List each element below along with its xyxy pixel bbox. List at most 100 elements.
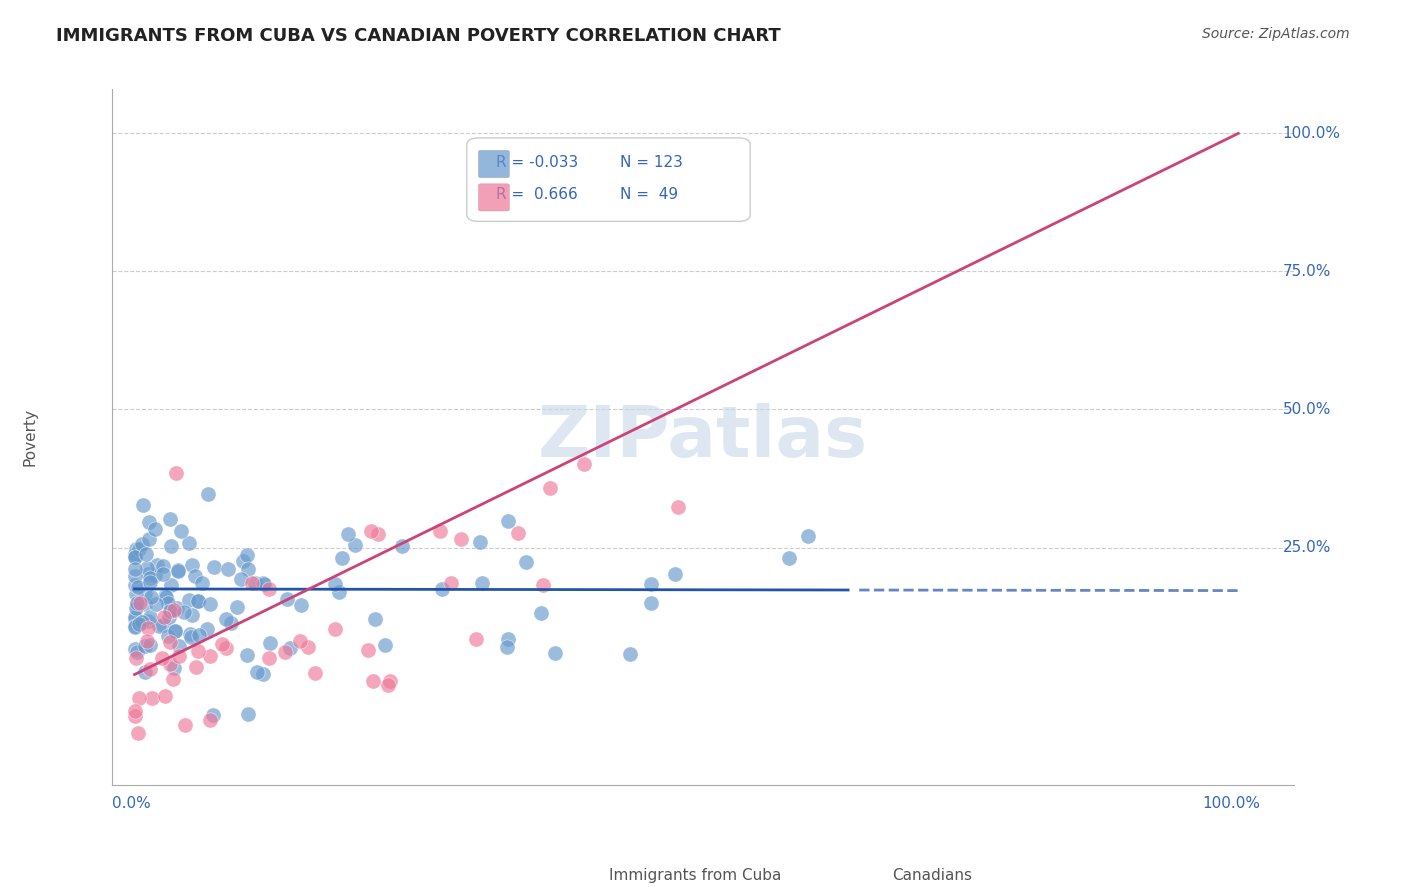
Point <box>124 562 146 576</box>
Point <box>138 515 160 529</box>
Point <box>240 575 263 590</box>
Point <box>139 571 162 585</box>
FancyBboxPatch shape <box>842 862 883 892</box>
Point <box>141 691 163 706</box>
Text: 25.0%: 25.0% <box>1282 540 1331 555</box>
Text: 100.0%: 100.0% <box>1202 796 1260 811</box>
Point <box>187 593 209 607</box>
Point <box>184 660 207 674</box>
Point <box>134 665 156 679</box>
Point <box>152 618 174 632</box>
Point <box>124 541 146 556</box>
Point <box>174 718 197 732</box>
Point <box>159 604 181 618</box>
Point <box>515 555 537 569</box>
Point <box>167 564 190 578</box>
Point <box>145 597 167 611</box>
Point <box>363 673 385 688</box>
Point <box>619 648 641 662</box>
Point <box>357 642 380 657</box>
Point <box>360 524 382 538</box>
Point <box>391 539 413 553</box>
Point <box>163 661 186 675</box>
Point <box>217 562 239 576</box>
Point <box>200 598 222 612</box>
Point <box>297 640 319 655</box>
Point <box>640 596 662 610</box>
Point <box>274 645 297 659</box>
Point <box>127 598 149 612</box>
Text: 0.0%: 0.0% <box>112 796 152 811</box>
Point <box>544 646 567 660</box>
Point <box>135 547 157 561</box>
Point <box>226 600 249 615</box>
Point <box>236 548 259 562</box>
Point <box>259 636 281 650</box>
Point <box>236 707 259 722</box>
Point <box>134 598 156 612</box>
Point <box>496 514 519 528</box>
Point <box>468 535 491 549</box>
Text: 50.0%: 50.0% <box>1282 402 1331 417</box>
Text: IMMIGRANTS FROM CUBA VS CANADIAN POVERTY CORRELATION CHART: IMMIGRANTS FROM CUBA VS CANADIAN POVERTY… <box>56 27 780 45</box>
Point <box>574 457 596 471</box>
Point <box>236 562 259 576</box>
Point <box>188 628 211 642</box>
Point <box>124 549 146 564</box>
Text: R = -0.033: R = -0.033 <box>496 154 578 169</box>
Point <box>496 632 519 646</box>
Point <box>139 609 162 624</box>
Text: N = 123: N = 123 <box>620 154 683 169</box>
Point <box>211 637 233 651</box>
Point <box>159 512 181 526</box>
Point <box>180 607 202 622</box>
Point <box>201 708 224 723</box>
Point <box>330 550 353 565</box>
Point <box>215 640 238 655</box>
Point <box>136 561 159 575</box>
Point <box>232 553 254 567</box>
Point <box>157 629 180 643</box>
Text: Canadians: Canadians <box>891 868 972 883</box>
Point <box>257 582 280 596</box>
Point <box>127 580 149 594</box>
Point <box>155 589 177 603</box>
Point <box>136 614 159 628</box>
Point <box>152 567 174 582</box>
Point <box>159 539 181 553</box>
Point <box>304 666 326 681</box>
Text: Poverty: Poverty <box>22 408 38 467</box>
Point <box>195 622 218 636</box>
Point <box>165 624 187 639</box>
Point <box>181 558 204 572</box>
FancyBboxPatch shape <box>478 184 509 211</box>
Point <box>664 567 686 582</box>
Point <box>124 547 146 561</box>
Point <box>259 650 281 665</box>
Point <box>276 592 298 607</box>
Point <box>128 616 150 631</box>
Text: R =  0.666: R = 0.666 <box>496 187 578 202</box>
Point <box>344 538 367 552</box>
Point <box>530 607 553 621</box>
Point <box>325 622 347 636</box>
Point <box>124 619 146 633</box>
Point <box>167 640 190 654</box>
Point <box>243 575 266 590</box>
Point <box>139 662 162 676</box>
Point <box>124 549 146 564</box>
Point <box>236 648 259 662</box>
Point <box>124 610 146 624</box>
Point <box>131 615 153 629</box>
Point <box>187 594 209 608</box>
Point <box>167 648 190 663</box>
Text: Source: ZipAtlas.com: Source: ZipAtlas.com <box>1202 27 1350 41</box>
Point <box>124 620 146 634</box>
Point <box>666 500 689 514</box>
Point <box>124 709 146 723</box>
Point <box>778 551 800 566</box>
Point <box>124 704 146 718</box>
Point <box>177 593 200 607</box>
Point <box>136 621 159 635</box>
Text: 100.0%: 100.0% <box>1282 126 1340 141</box>
